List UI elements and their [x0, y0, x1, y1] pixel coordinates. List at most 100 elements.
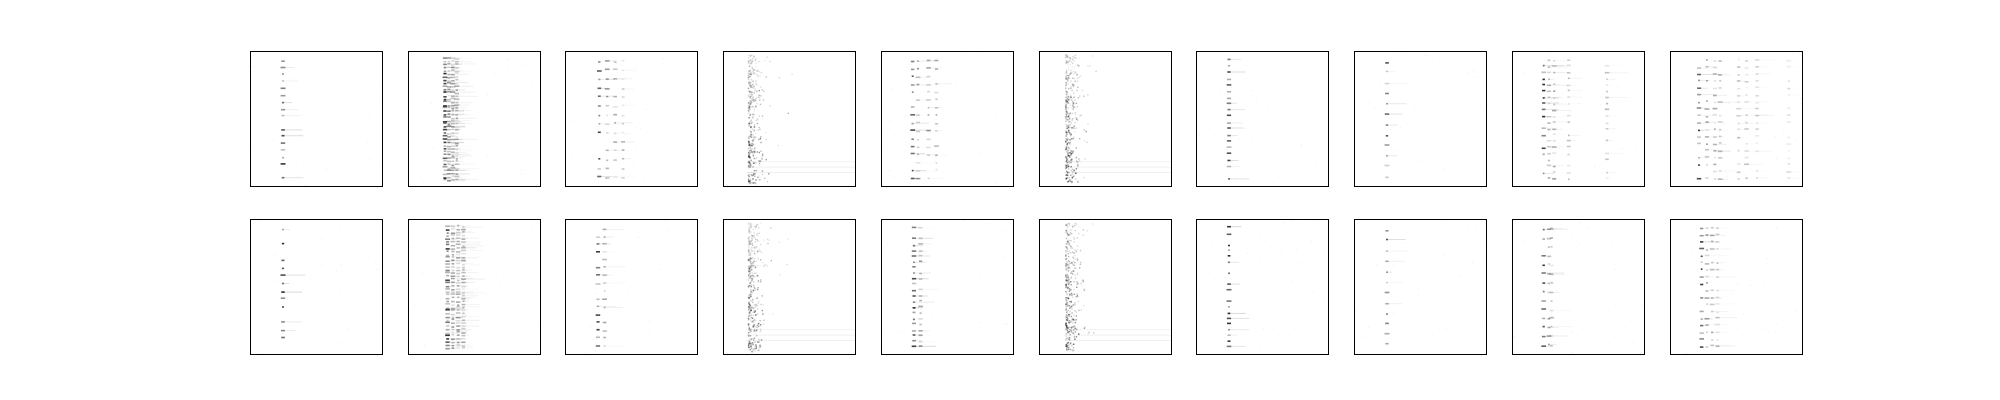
heatmap-cell: [1069, 120, 1071, 123]
heatmap-cell: [753, 250, 756, 252]
heatmap-speck: [668, 230, 670, 232]
heatmap-cell: [747, 228, 750, 231]
heatmap-panel: [565, 219, 698, 355]
heatmap-speck: [1319, 249, 1320, 250]
heatmap-cell: [462, 306, 465, 309]
heatmap-cell: [749, 145, 751, 148]
heatmap-speck: [1372, 80, 1374, 82]
heatmap-cell: [1755, 95, 1759, 97]
heatmap-speck: [356, 234, 358, 236]
heatmap-cell: [1067, 296, 1069, 298]
heatmap-cell: [750, 119, 752, 121]
heatmap-cell: [1076, 223, 1078, 226]
heatmap-cell: [461, 332, 466, 334]
heatmap-cell: [1068, 131, 1071, 133]
heatmap-cell: [449, 308, 465, 309]
heatmap-cell: [748, 265, 750, 267]
heatmap-cell: [1706, 249, 1708, 251]
heatmap-speck: [1208, 177, 1210, 179]
heatmap-cell: [1066, 99, 1068, 102]
heatmap-cell: [1551, 84, 1569, 86]
heatmap-cell: [1549, 78, 1555, 80]
heatmap-cell: [445, 332, 450, 335]
heatmap-cell: [446, 235, 449, 237]
heatmap-cell: [1542, 78, 1545, 81]
heatmap-cells: [881, 51, 1013, 185]
heatmap-cell: [749, 180, 751, 182]
heatmap-cell: [1541, 345, 1546, 347]
heatmap-panel: [1196, 219, 1329, 355]
heatmap-cell: [1712, 143, 1717, 146]
heatmap-cell: [748, 180, 750, 182]
heatmap-cell: [462, 231, 465, 233]
heatmap-cell: [1069, 57, 1071, 59]
heatmap-cell: [283, 229, 290, 231]
heatmap-speck: [1737, 283, 1738, 285]
heatmap-cell: [754, 89, 756, 92]
heatmap-cell: [1065, 120, 1067, 123]
heatmap-cell: [446, 120, 451, 123]
heatmap-cell: [753, 257, 756, 260]
heatmap-cell: [1567, 59, 1571, 61]
heatmap-cell: [1065, 324, 1067, 326]
heatmap-cell: [750, 224, 752, 226]
heatmap-cell: [748, 312, 750, 314]
heatmap-cell: [1065, 132, 1067, 134]
heatmap-cell: [918, 237, 923, 240]
heatmap-cell: [1704, 275, 1710, 278]
heatmap-cell: [1071, 127, 1073, 129]
heatmap-cell: [447, 121, 462, 123]
heatmap-cell: [768, 173, 770, 175]
heatmap-speck: [1577, 335, 1579, 337]
heatmap-cell: [1068, 288, 1071, 290]
heatmap-cell: [1074, 131, 1076, 133]
heatmap-cell: [1737, 122, 1740, 125]
heatmap-speck: [889, 119, 891, 121]
heatmap-speck: [1579, 222, 1581, 224]
heatmap-speck: [282, 242, 284, 244]
heatmap-speck: [516, 128, 518, 130]
heatmap-cell: [443, 82, 447, 85]
heatmap-cell: [1067, 116, 1069, 118]
heatmap-cell: [446, 66, 452, 68]
panel-frame: [881, 51, 1014, 187]
heatmap-cell: [916, 226, 922, 228]
heatmap-cell: [750, 103, 752, 105]
heatmap-cell: [450, 180, 465, 182]
heatmap-speck: [1759, 89, 1761, 91]
heatmap-cell: [443, 177, 447, 179]
heatmap-speck: [1272, 328, 1274, 330]
heatmap-cell: [913, 261, 916, 264]
heatmap-cell: [761, 158, 763, 160]
heatmap-cell: [1068, 234, 1070, 236]
heatmap-cell: [1737, 136, 1741, 139]
heatmap-speck: [1472, 349, 1474, 351]
heatmap-cell: [756, 313, 759, 315]
heatmap-cell: [451, 145, 455, 147]
heatmap-cell: [455, 136, 458, 138]
heatmap-cell: [1072, 62, 1074, 64]
heatmap-cell: [1715, 323, 1720, 326]
heatmap-cells: [574, 219, 697, 353]
heatmap-speck: [1679, 106, 1681, 108]
heatmap-speck: [1424, 54, 1425, 56]
heatmap-cell: [749, 108, 751, 110]
heatmap-cell: [595, 266, 601, 269]
heatmap-cell: [1067, 344, 1069, 346]
heatmap-speck: [474, 277, 475, 279]
heatmap-cell: [750, 277, 752, 280]
heatmap-cell: [1745, 94, 1748, 96]
heatmap-cell: [752, 182, 754, 184]
heatmap-cell: [1571, 85, 1578, 86]
heatmap-cell: [749, 149, 751, 152]
heatmap-cell: [1604, 152, 1610, 155]
heatmap-cell: [1605, 128, 1609, 130]
heatmap-cell: [1066, 225, 1068, 227]
heatmap-cell: [1546, 145, 1552, 148]
heatmap-cell: [752, 228, 754, 231]
heatmap-cell: [447, 88, 451, 91]
heatmap-cell: [461, 252, 466, 255]
heatmap-cell: [1541, 134, 1546, 137]
heatmap-cell: [445, 303, 450, 305]
heatmap-cell: [1555, 104, 1571, 106]
